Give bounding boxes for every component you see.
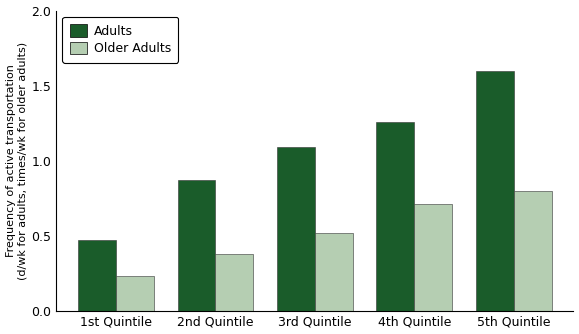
Bar xyxy=(514,191,552,311)
Bar xyxy=(476,70,514,311)
Bar xyxy=(315,232,353,311)
Y-axis label: Frequency of active transportation
(d/wk for adults, times/wk for older adults): Frequency of active transportation (d/wk… xyxy=(6,41,27,280)
Bar xyxy=(116,276,153,311)
Bar xyxy=(277,147,315,311)
Legend: Adults, Older Adults: Adults, Older Adults xyxy=(63,17,178,63)
Bar xyxy=(78,240,116,311)
Bar xyxy=(215,254,253,311)
Bar xyxy=(376,122,415,311)
Bar xyxy=(415,204,452,311)
Bar xyxy=(178,180,215,311)
